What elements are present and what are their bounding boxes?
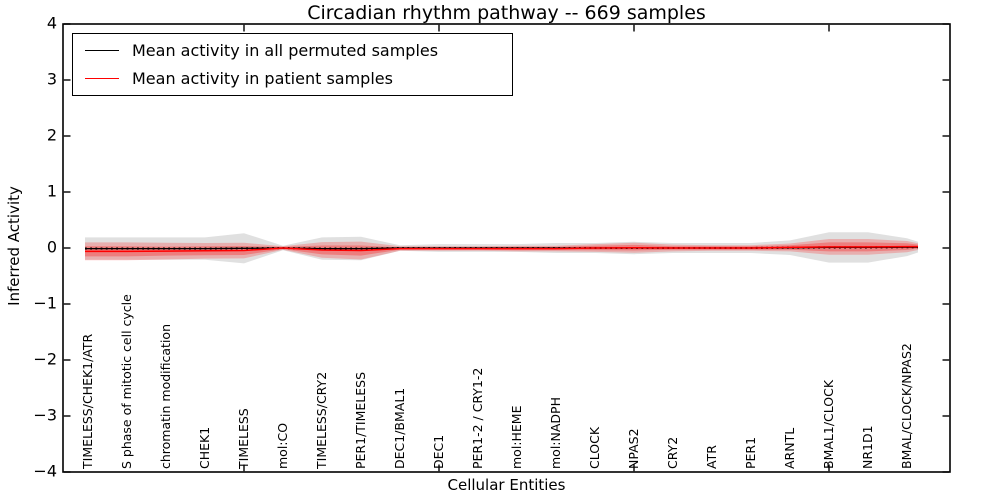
y-tick-label: 1 (46, 181, 57, 201)
permuted-line-swatch-icon (85, 49, 119, 51)
patient-envelope-band (85, 239, 918, 261)
y-tick-label: 3 (46, 69, 57, 89)
plot-title: Circadian rhythm pathway -- 669 samples (307, 2, 706, 24)
x-tick-label: CRY2 (665, 436, 680, 469)
axes-frame (62, 23, 951, 473)
x-tick-label: NR1D1 (860, 425, 875, 469)
x-tick-label: ATR (704, 445, 719, 469)
x-tick-label: S phase of mitotic cell cycle (119, 294, 134, 469)
x-tick-label: BMAL/CLOCK/NPAS2 (899, 343, 914, 469)
x-tick-label: CHEK1 (197, 426, 212, 469)
x-tick-label: PER1 (743, 436, 758, 469)
x-tick-label: chromatin modification (158, 324, 173, 469)
y-tick-label: −3 (33, 405, 57, 425)
x-tick-label: PER1-2 / CRY1-2 (470, 367, 485, 469)
y-tick-label: 2 (46, 125, 57, 145)
y-axis-label: Inferred Activity (5, 186, 23, 306)
x-tick-label: DEC1 (431, 434, 446, 469)
x-tick-label: mol:CO (275, 422, 290, 469)
x-tick-label: ARNTL (782, 427, 797, 469)
x-axis-label: Cellular Entities (447, 476, 566, 494)
x-tick-label: DEC1/BMAL1 (392, 387, 407, 469)
patient-envelope-inner-band (85, 242, 918, 257)
x-tick-label: TIMELESS/CHEK1/ATR (80, 333, 95, 469)
x-tick-label: BMAL1/CLOCK (821, 379, 836, 469)
x-tick-label: NPAS2 (626, 428, 641, 469)
legend-item-patient: Mean activity in patient samples (85, 67, 393, 89)
legend-item-label: Mean activity in all permuted samples (132, 40, 439, 60)
y-tick-label: −1 (33, 293, 57, 313)
x-tick-label: TIMELESS/CRY2 (314, 371, 329, 469)
patient-line-swatch-icon (85, 77, 119, 79)
legend: Mean activity in all permuted samples Me… (72, 33, 513, 96)
y-tick-label: −4 (33, 461, 57, 481)
x-tick-label: mol:NADPH (548, 397, 563, 469)
y-tick-label: −2 (33, 349, 57, 369)
x-tick-label: CLOCK (587, 426, 602, 469)
x-tick-label: PER1/TIMELESS (353, 371, 368, 469)
y-tick-label: 4 (46, 13, 57, 33)
patient-mean-line (85, 245, 918, 253)
y-tick-label: 0 (46, 237, 57, 257)
legend-item-permuted: Mean activity in all permuted samples (85, 39, 438, 61)
x-tick-label: mol:HEME (509, 405, 524, 470)
x-tick-label: TIMELESS (236, 408, 251, 469)
legend-item-label: Mean activity in patient samples (132, 68, 393, 88)
